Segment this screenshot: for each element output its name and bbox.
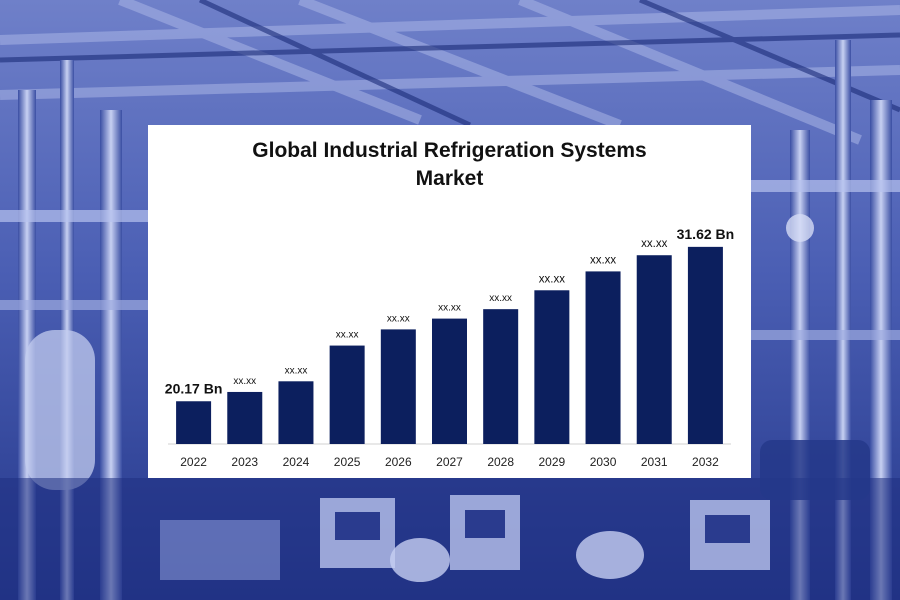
data-label-2027: xx.xx	[438, 303, 461, 314]
x-tick-label-2025: 2025	[334, 455, 361, 469]
x-tick-label-2032: 2032	[692, 455, 719, 469]
data-label-2022: 20.17 Bn	[165, 380, 223, 396]
bar-2030	[585, 271, 621, 444]
x-tick-label-2028: 2028	[487, 455, 514, 469]
bar-2032	[687, 246, 723, 444]
bar-2027	[432, 318, 467, 444]
data-label-2032: 31.62 Bn	[677, 226, 735, 242]
x-tick-label-2024: 2024	[283, 455, 310, 469]
chart-title-line-1: Global Industrial Refrigeration Systems	[252, 139, 647, 162]
bar-2022	[176, 401, 212, 444]
bar-2028	[483, 309, 519, 444]
bar-2024	[278, 381, 314, 444]
chart-title: Global Industrial Refrigeration Systems M…	[148, 137, 751, 193]
chart-title-line-2: Market	[415, 167, 484, 190]
bar-2031	[636, 255, 672, 444]
x-tick-label-2027: 2027	[436, 455, 463, 469]
data-label-2023: xx.xx	[233, 376, 256, 387]
x-tick-label-2030: 2030	[590, 455, 617, 469]
data-label-2028: xx.xx	[489, 293, 512, 304]
data-label-2031: xx.xx	[641, 238, 667, 250]
data-label-2029: xx.xx	[539, 273, 565, 285]
data-label-2024: xx.xx	[285, 365, 308, 376]
x-tick-label-2031: 2031	[641, 455, 668, 469]
bar-chart: 20.17 Bn 2022 xx.xx 2023 xx.xx 2024 xx.xx 2025 x…	[165, 226, 735, 469]
x-tick-label-2029: 2029	[539, 455, 566, 469]
chart-card: Global Industrial Refrigeration Systems M…	[148, 125, 751, 478]
bar-2029	[534, 290, 570, 444]
x-tick-label-2023: 2023	[231, 455, 258, 469]
bar-2026	[380, 329, 416, 444]
x-tick-label-2022: 2022	[180, 455, 207, 469]
data-label-2026: xx.xx	[387, 313, 410, 324]
bar-2025	[329, 345, 365, 444]
x-tick-label-2026: 2026	[385, 455, 412, 469]
data-label-2030: xx.xx	[590, 254, 616, 266]
data-label-2025: xx.xx	[336, 330, 359, 341]
bar-2023	[227, 391, 263, 444]
